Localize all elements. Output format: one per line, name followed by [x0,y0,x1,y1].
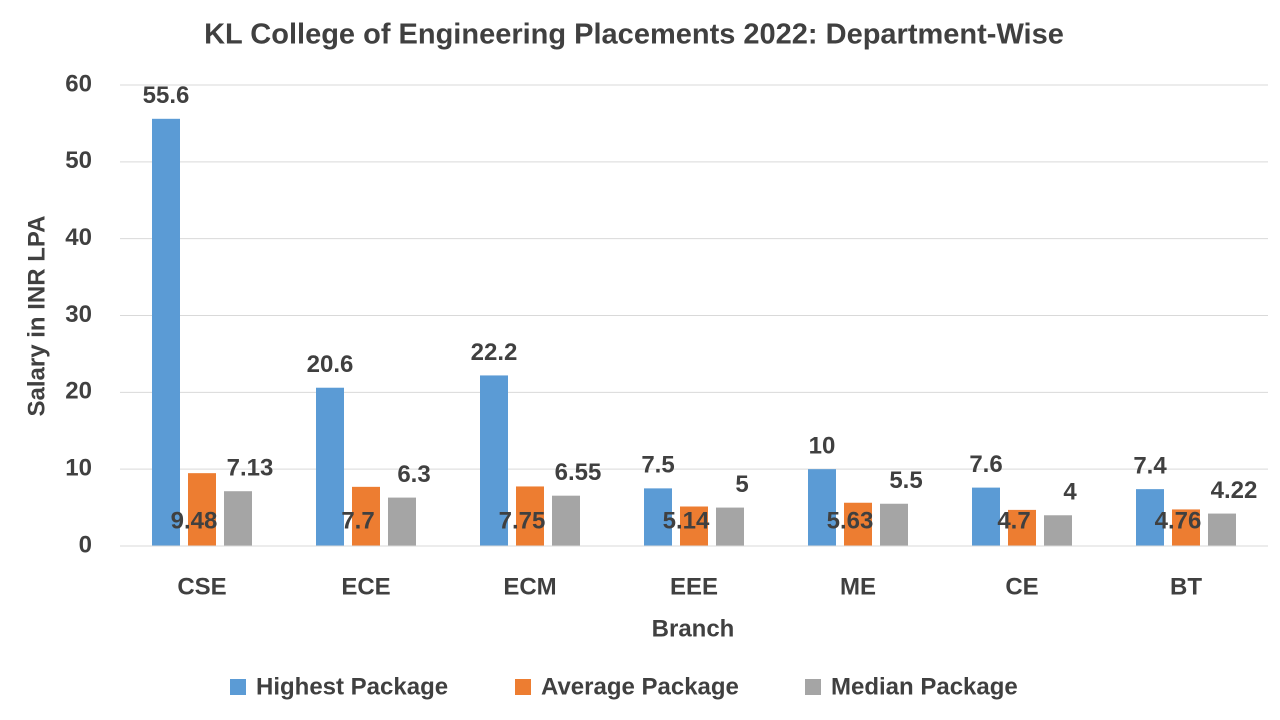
bar [1008,509,1036,546]
y-tick-label: 20 [65,378,92,405]
legend-label: Average Package [541,673,739,700]
y-tick-label: 40 [65,224,92,251]
bar [516,486,544,546]
bar [644,488,672,546]
legend-swatch [515,679,531,695]
data-label: 7.4 [1133,452,1167,479]
y-tick-label: 30 [65,301,92,328]
chart-title: KL College of Engineering Placements 202… [204,19,1064,51]
data-label: 7.6 [969,451,1002,478]
bar [152,118,180,546]
y-tick-label: 50 [65,147,92,174]
bar [224,491,252,546]
data-label: 22.2 [471,339,518,366]
legend-label: Median Package [831,673,1018,700]
bar [680,506,708,546]
x-tick-label: CSE [177,573,226,600]
data-label: 5.63 [827,507,874,534]
data-label: 7.5 [641,452,674,479]
bar [388,497,416,546]
bar [1136,489,1164,546]
bar [480,375,508,546]
data-label: 7.75 [499,507,546,534]
x-tick-label: ME [840,573,876,600]
data-label: 9.48 [171,507,218,534]
bar [188,473,216,546]
y-tick-label: 60 [65,70,92,97]
data-label: 55.6 [143,82,190,109]
bar [808,469,836,546]
y-tick-label: 10 [65,455,92,482]
bar [1044,515,1072,546]
legend-label: Highest Package [256,673,448,700]
bar [972,487,1000,546]
bar [716,507,744,546]
y-axis-title: Salary in INR LPA [23,216,50,417]
x-tick-label: ECE [341,573,390,600]
x-tick-label: BT [1170,573,1202,600]
bar [316,387,344,546]
data-label: 4.7 [997,507,1030,534]
legend-swatch [805,679,821,695]
y-tick-label: 0 [79,531,92,558]
data-label: 6.3 [397,461,430,488]
data-label: 4.76 [1155,507,1202,534]
data-label: 7.13 [227,455,274,482]
x-tick-label: EEE [670,573,718,600]
data-label: 4.22 [1211,477,1258,504]
bar [880,503,908,546]
data-label: 20.6 [307,351,354,378]
x-tick-label: ECM [503,573,556,600]
legend-swatch [230,679,246,695]
data-label: 5 [735,471,748,498]
x-tick-label: CE [1005,573,1038,600]
bar [352,486,380,546]
data-label: 10 [809,433,836,460]
bar [552,495,580,546]
bar [1172,509,1200,546]
data-label: 6.55 [555,459,602,486]
data-label: 5.5 [889,467,922,494]
data-label: 4 [1063,479,1077,506]
x-axis-title: Branch [652,615,735,642]
data-label: 7.7 [341,507,374,534]
bar [1208,513,1236,546]
bar [844,502,872,546]
data-label: 5.14 [663,507,710,534]
